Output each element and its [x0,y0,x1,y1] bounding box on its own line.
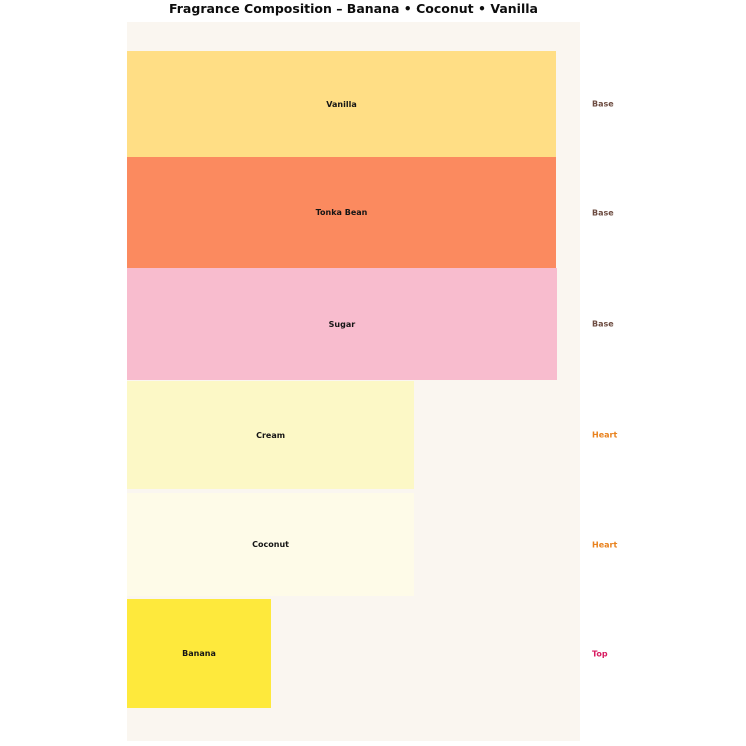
bar-label-tonka-bean: Tonka Bean [315,208,368,217]
note-level-label-base-3: Base [592,319,614,329]
bar-sugar: Sugar [127,268,557,380]
note-level-label-top-1: Top [592,649,608,658]
plot-area: Vanilla Tonka Bean Sugar Cream Coconut B… [127,22,580,741]
bar-banana: Banana [127,599,272,708]
bar-cream: Cream [127,381,415,489]
note-level-label-base-1: Base [592,99,614,109]
chart-title: Fragrance Composition – Banana • Coconut… [169,1,538,16]
bar-label-banana: Banana [182,649,216,658]
bar-label-cream: Cream [256,430,286,440]
bar-vanilla: Vanilla [127,51,556,157]
bar-label-coconut: Coconut [252,540,289,549]
note-level-label-heart-2: Heart [592,540,618,549]
bar-label-sugar: Sugar [328,319,356,329]
bar-label-vanilla: Vanilla [326,99,357,109]
note-level-label-base-2: Base [592,208,614,217]
bar-tonka-bean: Tonka Bean [127,157,556,268]
note-level-label-heart-1: Heart [592,430,618,440]
bar-coconut: Coconut [127,493,415,596]
